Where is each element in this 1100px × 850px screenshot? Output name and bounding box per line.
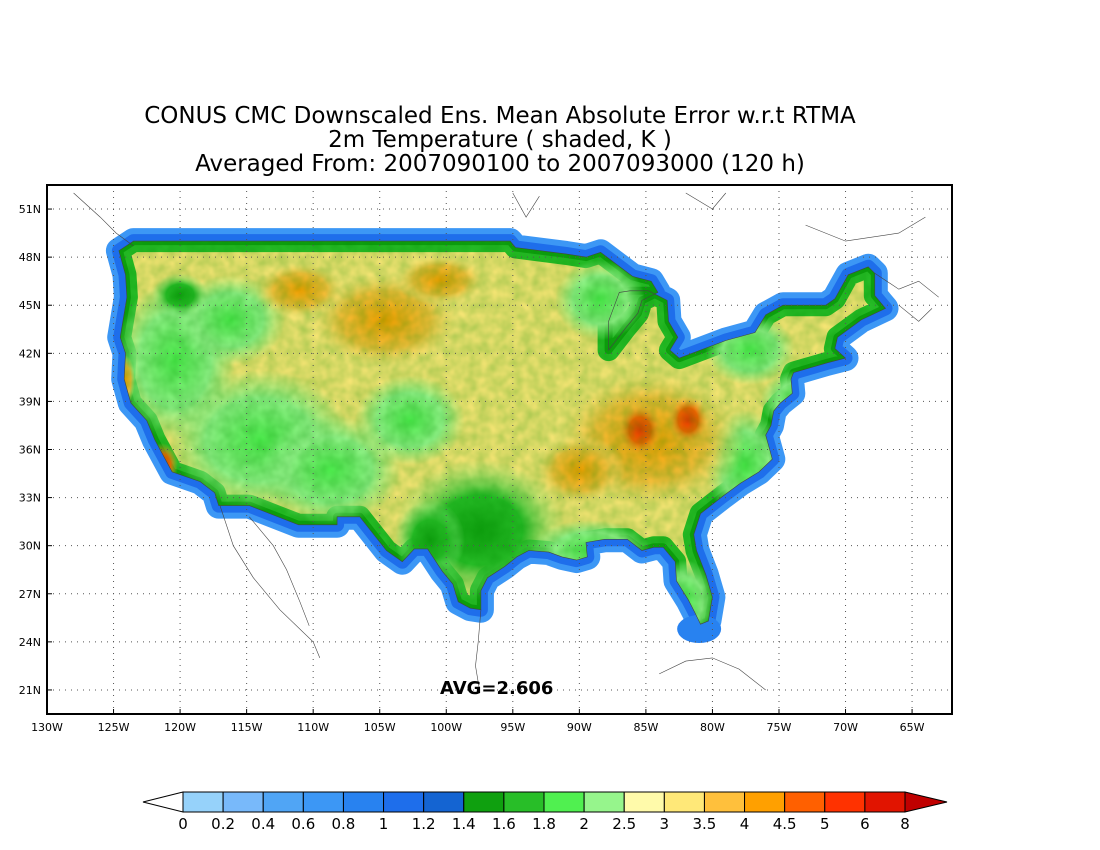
colorbar-label: 2.5	[612, 815, 636, 833]
colorbar-label: 0.2	[211, 815, 235, 833]
lon-tick-label: 85W	[633, 721, 658, 734]
lat-tick-label: 48N	[19, 251, 41, 264]
colorbar-label: 5	[820, 815, 830, 833]
colorbar-label: 2	[579, 815, 589, 833]
chart-title-line2: 2m Temperature ( shaded, K )	[328, 127, 672, 153]
coastline-segment-9	[805, 216, 926, 242]
coastline-segment-1	[219, 505, 321, 659]
field-texture	[118, 241, 886, 625]
colorbar-box	[864, 791, 906, 813]
colorbar-box	[262, 791, 304, 813]
colorbar-box	[222, 791, 264, 813]
colorbar-box	[784, 791, 826, 813]
colorbar-label: 1.4	[452, 815, 476, 833]
lon-tick-label: 120W	[164, 721, 196, 734]
coastline-segment-6	[898, 304, 933, 322]
coastline-segment-0	[73, 192, 134, 247]
colorbar-label: 4	[740, 815, 750, 833]
lon-tick-label: 70W	[833, 721, 858, 734]
lon-tick-label: 125W	[98, 721, 130, 734]
colorbar-label: 1	[379, 815, 389, 833]
longitude-tick-labels: 130W 125W 120W 115W 110W 105W 100W 95W 90W 85W 80W…	[31, 721, 925, 734]
colorbar-label: 6	[860, 815, 870, 833]
error-field	[118, 241, 886, 625]
coastlines	[73, 192, 939, 691]
colorbar-box	[583, 791, 625, 813]
lon-tick-label: 100W	[430, 721, 462, 734]
lon-tick-label: 95W	[500, 721, 525, 734]
coastline-segment-5	[874, 272, 939, 298]
colorbar-label: 1.2	[412, 815, 436, 833]
lat-tick-label: 51N	[19, 203, 41, 216]
florida-tip-band	[677, 615, 722, 644]
colorbar-box	[744, 791, 786, 813]
colorbar-label: 8	[900, 815, 910, 833]
latitude-tick-labels: 21N 24N 27N 30N 33N 36N 39N 42N 45N 48N 51N	[19, 203, 41, 697]
coastline-segment-3	[475, 609, 482, 691]
colorbar-box	[423, 791, 465, 813]
lat-tick-label: 33N	[19, 492, 41, 505]
colorbar-box	[302, 791, 344, 813]
colorbar-label: 0.6	[291, 815, 315, 833]
lon-tick-label: 75W	[767, 721, 792, 734]
lon-tick-label: 65W	[900, 721, 925, 734]
colorbar-label: 0	[178, 815, 188, 833]
coastline-segment-2	[249, 516, 310, 626]
colorbar-label: 0.8	[332, 815, 356, 833]
lon-tick-label: 90W	[567, 721, 592, 734]
colorbar-low-arrow	[142, 791, 184, 813]
colorbar: 0 0.2 0.4 0.6 0.8 1 1.2 1.4 1.6 1.8 2 2.5 3 3.5 4 4.5 5 6…	[142, 791, 948, 833]
lon-tick-label: 130W	[31, 721, 63, 734]
colorbar-label: 1.6	[492, 815, 516, 833]
colorbar-box	[543, 791, 585, 813]
colorbar-box	[463, 791, 505, 813]
lat-tick-label: 39N	[19, 395, 41, 408]
colorbar-high-arrow	[904, 791, 948, 813]
coastline-segment-7	[685, 192, 727, 210]
colorbar-label: 3	[660, 815, 670, 833]
lat-tick-label: 30N	[19, 540, 41, 553]
colorbar-box	[383, 791, 425, 813]
lat-tick-label: 42N	[19, 347, 41, 360]
colorbar-label: 1.8	[532, 815, 556, 833]
lat-tick-label: 21N	[19, 684, 41, 697]
coastline-segment-8	[512, 192, 540, 218]
colorbar-box	[703, 791, 746, 813]
chart-title-line3: Averaged From: 2007090100 to 2007093000 …	[195, 151, 805, 177]
colorbar-box	[503, 791, 545, 813]
map-gridlines	[46, 185, 952, 714]
coastline-segment-4	[659, 657, 766, 691]
lon-tick-label: 80W	[700, 721, 725, 734]
colorbar-box	[342, 791, 385, 813]
colorbar-box	[824, 791, 866, 813]
colorbar-box	[182, 791, 224, 813]
lon-tick-label: 115W	[231, 721, 263, 734]
colorbar-label: 0.4	[251, 815, 275, 833]
us-boundary-line	[118, 240, 886, 625]
colorbar-label: 4.5	[773, 815, 797, 833]
map-frame	[46, 184, 953, 715]
average-annotation: AVG=2.606	[440, 678, 553, 699]
lon-tick-label: 105W	[364, 721, 396, 734]
chart-title-line1: CONUS CMC Downscaled Ens. Mean Absolute …	[144, 103, 856, 129]
lat-tick-label: 36N	[19, 444, 41, 457]
lon-tick-label: 110W	[297, 721, 329, 734]
colorbar-label: 3.5	[693, 815, 717, 833]
colorbar-box	[663, 791, 705, 813]
colorbar-box	[623, 791, 665, 813]
lat-tick-label: 45N	[19, 299, 41, 312]
lat-tick-label: 24N	[19, 636, 41, 649]
lat-tick-label: 27N	[19, 588, 41, 601]
